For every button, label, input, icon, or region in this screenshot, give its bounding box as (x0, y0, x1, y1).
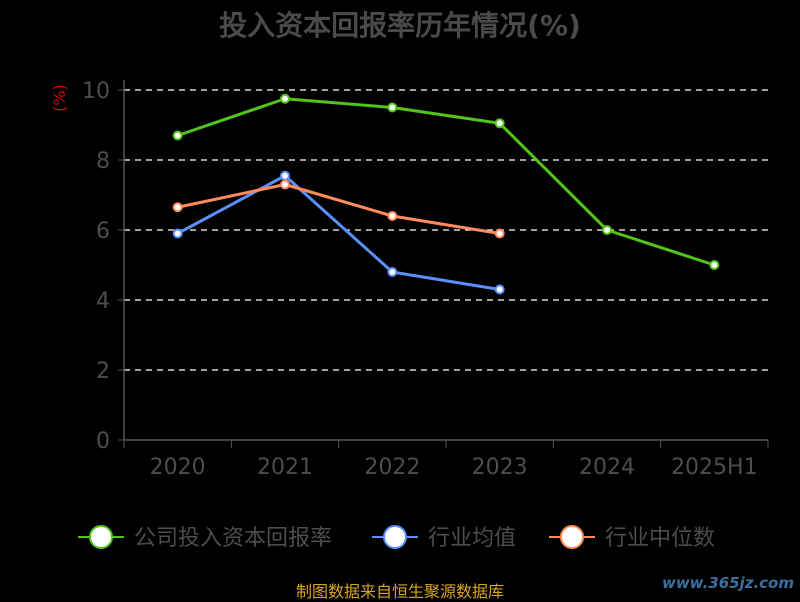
series-line-0 (177, 97, 715, 267)
series-line-1 (176, 174, 500, 291)
watermark: www.365jz.com (661, 574, 794, 592)
x-tick-label: 2022 (364, 455, 420, 480)
data-point (280, 170, 290, 181)
chart-title: 投入资本回报率历年情况(%) (219, 9, 581, 42)
series-line-2 (177, 183, 500, 235)
data-point (172, 202, 183, 213)
legend-swatch-marker (383, 525, 407, 549)
data-point (494, 284, 505, 295)
legend-label: 行业均值 (428, 526, 516, 551)
x-tick-label: 2025H1 (671, 455, 758, 480)
legend-label: 公司投入资本回报率 (134, 526, 332, 551)
y-tick-label: 2 (96, 359, 110, 384)
data-point (387, 267, 398, 277)
legend-swatch-marker (89, 525, 113, 549)
x-tick-label: 2020 (150, 455, 206, 480)
x-tick-label: 2023 (472, 455, 528, 480)
source-note: 制图数据来自恒生聚源数据库 (295, 582, 504, 601)
data-point (387, 211, 398, 221)
data-point (172, 228, 183, 239)
data-point (280, 93, 290, 104)
data-point (494, 228, 505, 239)
y-tick-label: 8 (96, 149, 110, 174)
y-tick-label: 6 (96, 219, 110, 244)
data-point (387, 102, 398, 113)
data-point (709, 260, 720, 270)
legend-swatch-marker (560, 525, 584, 549)
data-point (602, 225, 612, 235)
y-tick-label: 10 (82, 79, 110, 104)
legend-label: 行业中位数 (605, 526, 715, 551)
data-point (172, 130, 183, 141)
y-tick-label: 0 (96, 429, 110, 454)
y-tick-label: 4 (96, 289, 110, 314)
x-tick-label: 2021 (257, 455, 313, 480)
data-point (494, 118, 505, 129)
data-point (280, 179, 290, 190)
x-tick-label: 2024 (579, 455, 635, 480)
